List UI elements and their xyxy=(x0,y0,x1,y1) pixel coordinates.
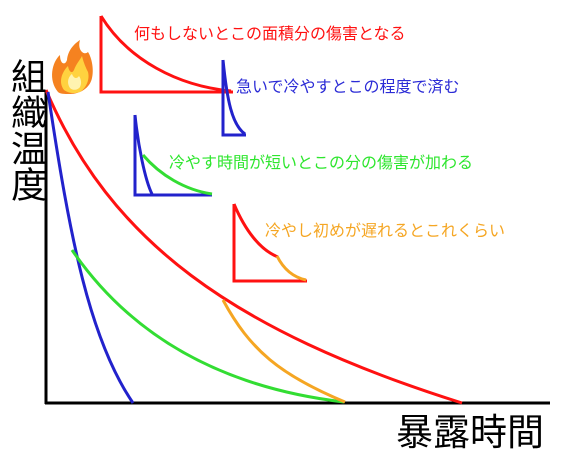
x-axis-label: 暴露時間 xyxy=(396,411,544,454)
inset-quick-cooling xyxy=(221,59,246,137)
fire-icon xyxy=(52,40,93,94)
curve-delayed-cooling xyxy=(221,299,346,404)
y-axis-label: 組織温度 xyxy=(5,58,46,202)
inset-no-treatment xyxy=(99,15,233,94)
inset-delayed-cooling xyxy=(232,203,307,283)
curve-short-cooling xyxy=(70,249,345,404)
note-no-treatment: 何もしないとこの面積分の傷害となる xyxy=(134,24,406,43)
note-quick-cooling: 急いで冷やすとこの程度で済む xyxy=(236,77,460,96)
curve-immediate-cooling xyxy=(46,91,135,404)
note-short-cooling: 冷やす時間が短いとこの分の傷害が加わる xyxy=(169,153,474,172)
note-delayed-cooling: 冷やし初めが遅れるとこれくらい xyxy=(265,221,506,240)
inset-short-cooling xyxy=(133,114,213,197)
curve-no-treatment xyxy=(44,89,463,405)
